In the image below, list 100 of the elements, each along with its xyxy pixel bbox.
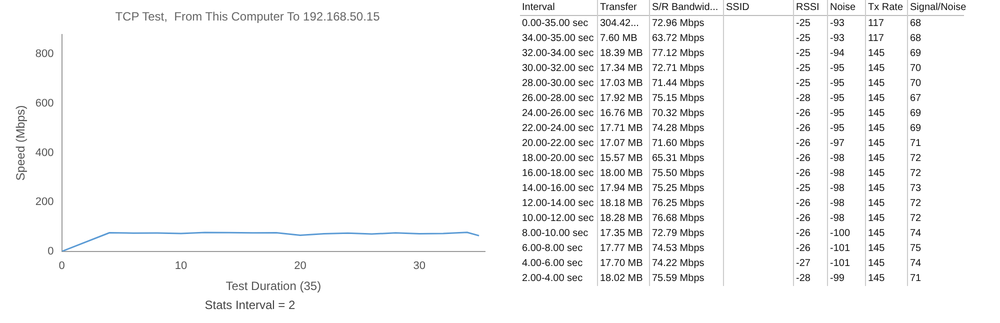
y-tick-label: 4.00-6.00 sec bbox=[521, 257, 584, 271]
data-label: 71 bbox=[909, 272, 922, 286]
data-label: -25 bbox=[795, 77, 812, 91]
y-tick-label: 30.00-32.00 sec bbox=[521, 62, 595, 76]
y-tick-label: 22.00-24.00 sec bbox=[521, 122, 595, 136]
data-label: 18.39 MB bbox=[599, 47, 644, 61]
y-tick-label: 18.00-20.00 sec bbox=[521, 152, 595, 166]
data-label: -98 bbox=[829, 152, 846, 166]
data-label: -98 bbox=[829, 167, 846, 181]
data-label: 71 bbox=[909, 137, 922, 151]
data-label: -25 bbox=[795, 17, 812, 31]
data-label: 117 bbox=[867, 32, 885, 46]
data-label: -26 bbox=[795, 212, 812, 226]
data-label: 69 bbox=[909, 107, 922, 121]
data-label: 72 bbox=[909, 212, 922, 226]
data-label: 65.31 Mbps bbox=[651, 152, 706, 166]
data-label: 75.50 Mbps bbox=[651, 167, 706, 181]
data-label: -98 bbox=[829, 197, 846, 211]
data-label: -27 bbox=[795, 257, 812, 271]
data-label: 145 bbox=[867, 137, 886, 151]
data-label: 70.32 Mbps bbox=[651, 107, 706, 121]
chart-title: TCP Test, From This Computer To 192.168.50.15 bbox=[115, 10, 380, 24]
data-label: 145 bbox=[867, 167, 886, 181]
data-label: 17.34 MB bbox=[599, 62, 644, 76]
data-label: -93 bbox=[829, 32, 846, 46]
x-tick-label: 10 bbox=[174, 260, 188, 272]
data-label: -95 bbox=[829, 77, 846, 91]
data-label: 145 bbox=[867, 197, 886, 211]
data-label: 75.59 Mbps bbox=[651, 272, 706, 286]
x-tick-label: S/R Bandwid... bbox=[651, 1, 720, 15]
data-label: -100 bbox=[829, 227, 852, 241]
y-tick-label: 400 bbox=[35, 146, 54, 159]
data-label: 145 bbox=[867, 47, 886, 61]
data-label: 145 bbox=[867, 242, 886, 256]
y-tick-label: 26.00-28.00 sec bbox=[521, 92, 595, 106]
data-label: -26 bbox=[795, 227, 812, 241]
data-label: 75 bbox=[909, 242, 922, 256]
data-label: 71.44 Mbps bbox=[651, 77, 706, 91]
x-tick-label: Transfer bbox=[599, 1, 638, 15]
data-label: 145 bbox=[867, 182, 886, 196]
y-tick-label: 34.00-35.00 sec bbox=[521, 32, 595, 46]
data-label: 17.03 MB bbox=[599, 77, 644, 91]
data-label: 145 bbox=[867, 92, 886, 106]
y-axis-title: Interval bbox=[521, 1, 556, 15]
data-label: 69 bbox=[909, 47, 922, 61]
data-label: 18.28 MB bbox=[599, 212, 644, 226]
data-label: 18.02 MB bbox=[599, 272, 644, 286]
data-label: 69 bbox=[909, 122, 922, 136]
data-label: -26 bbox=[795, 242, 812, 256]
y-tick-label: 10.00-12.00 sec bbox=[521, 212, 595, 226]
data-label: 74 bbox=[909, 227, 922, 241]
y-tick-label: 200 bbox=[35, 196, 54, 208]
data-label: -28 bbox=[795, 92, 812, 106]
data-label: -26 bbox=[795, 107, 812, 121]
data-label: 72.96 Mbps bbox=[651, 17, 706, 31]
data-label: 17.70 MB bbox=[599, 257, 644, 271]
text: Stats Interval = 2 bbox=[204, 298, 296, 312]
data-label: 75.25 Mbps bbox=[651, 182, 706, 196]
data-label: 74.22 Mbps bbox=[651, 257, 706, 271]
x-tick-label: 0 bbox=[58, 260, 65, 272]
data-label: 17.35 MB bbox=[599, 227, 644, 241]
data-label: 68 bbox=[909, 32, 922, 46]
data-label: 145 bbox=[867, 227, 886, 241]
data-label: 17.77 MB bbox=[599, 242, 644, 256]
data-label: -93 bbox=[829, 17, 846, 31]
data-label: -97 bbox=[829, 137, 846, 151]
x-axis-title: Test Duration (35) bbox=[226, 279, 322, 294]
data-label: 70 bbox=[909, 77, 922, 91]
data-label: -98 bbox=[829, 212, 846, 226]
data-label: 145 bbox=[867, 77, 886, 91]
y-tick-label: 16.00-18.00 sec bbox=[521, 167, 595, 181]
data-label: 18.00 MB bbox=[599, 167, 644, 181]
data-label: 145 bbox=[867, 107, 886, 121]
data-label: 76.68 Mbps bbox=[651, 212, 706, 226]
data-label: 145 bbox=[867, 152, 886, 166]
data-label: -95 bbox=[829, 122, 846, 136]
data-label: 72.79 Mbps bbox=[651, 227, 706, 241]
data-label: -95 bbox=[829, 107, 846, 121]
data-label: 17.94 MB bbox=[599, 182, 644, 196]
data-label: 72 bbox=[909, 197, 922, 211]
y-tick-label: 0.00-35.00 sec bbox=[521, 17, 590, 31]
x-tick-label: 20 bbox=[294, 260, 306, 272]
data-label: -95 bbox=[829, 92, 846, 106]
data-label: -95 bbox=[829, 62, 846, 76]
data-label: -28 bbox=[795, 272, 812, 286]
data-label: 77.12 Mbps bbox=[651, 47, 706, 61]
data-label: -26 bbox=[795, 152, 812, 166]
data-label: -26 bbox=[795, 122, 812, 136]
data-label: 145 bbox=[867, 122, 886, 136]
data-label: 15.57 MB bbox=[599, 152, 644, 166]
data-label: 74 bbox=[909, 257, 922, 271]
y-tick-label: 0 bbox=[48, 245, 54, 258]
y-tick-label: 8.00-10.00 sec bbox=[521, 227, 590, 241]
y-tick-label: 28.00-30.00 sec bbox=[521, 77, 595, 91]
x-tick-label: RSSI bbox=[795, 1, 820, 15]
data-label: 72 bbox=[909, 167, 922, 181]
data-label: 71.60 Mbps bbox=[651, 137, 706, 151]
data-label: 68 bbox=[909, 17, 922, 31]
y-tick-label: 32.00-34.00 sec bbox=[521, 47, 595, 61]
y-tick-label: 2.00-4.00 sec bbox=[521, 272, 584, 286]
